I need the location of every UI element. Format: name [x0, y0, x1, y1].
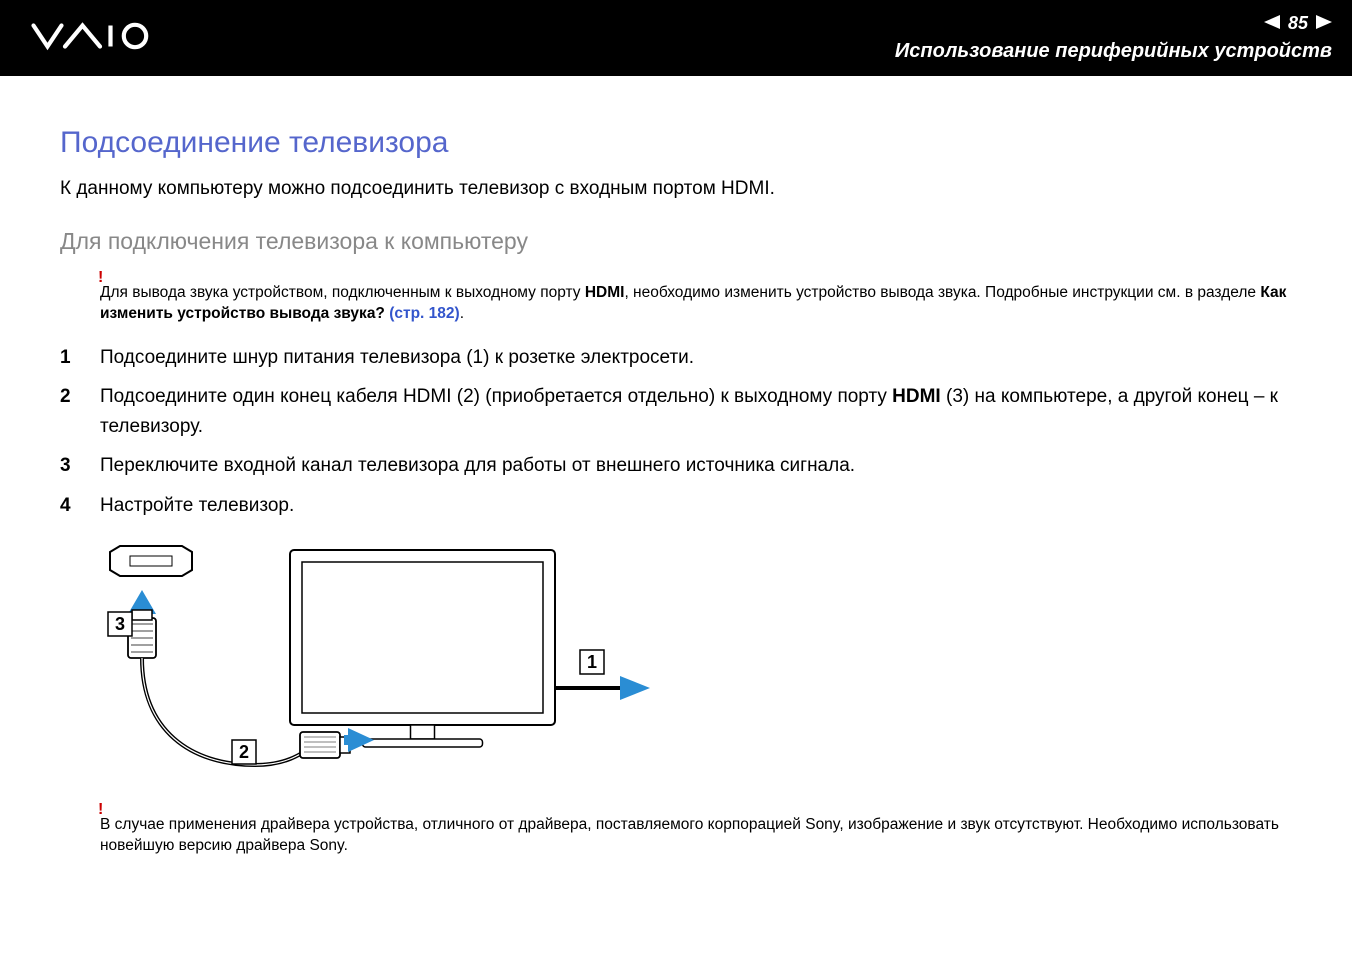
svg-text:3: 3 — [115, 614, 125, 634]
next-page-arrow[interactable] — [1316, 13, 1332, 34]
section-title: Использование периферийных устройств — [895, 40, 1332, 63]
step-1-text: Подсоедините шнур питания телевизора (1)… — [100, 347, 694, 368]
warning-icon: ! — [98, 799, 103, 821]
warn2-text: В случае применения драйвера устройства,… — [100, 816, 1279, 854]
steps-list: Подсоедините шнур питания телевизора (1)… — [60, 343, 1292, 520]
step-4: Настройте телевизор. — [60, 491, 1292, 520]
step-1: Подсоедините шнур питания телевизора (1)… — [60, 343, 1292, 372]
page-header: 85 Использование периферийных устройств — [0, 0, 1352, 76]
page-content: Подсоединение телевизора К данному компь… — [0, 76, 1352, 877]
page-number: 85 — [1288, 13, 1308, 34]
warning-2: ! В случае применения драйвера устройств… — [60, 815, 1292, 857]
warn1-link[interactable]: (стр. 182) — [385, 305, 460, 322]
step-4-text: Настройте телевизор. — [100, 495, 294, 516]
connection-diagram: 1 2 3 — [100, 540, 1292, 805]
header-right: 85 Использование периферийных устройств — [895, 13, 1332, 63]
step-2: Подсоедините один конец кабеля HDMI (2) … — [60, 382, 1292, 441]
step-2-bold: HDMI — [892, 386, 941, 407]
warn1-mid: , необходимо изменить устройство вывода … — [624, 284, 1260, 301]
warn1-end: . — [460, 305, 464, 322]
warn1-pre: Для вывода звука устройством, подключенн… — [100, 284, 585, 301]
main-heading: Подсоединение телевизора — [60, 126, 1292, 160]
step-2-pre: Подсоедините один конец кабеля HDMI (2) … — [100, 386, 892, 407]
vaio-logo — [30, 21, 170, 56]
warning-1: ! Для вывода звука устройством, подключе… — [60, 283, 1292, 325]
svg-text:2: 2 — [239, 742, 249, 762]
step-3: Переключите входной канал телевизора для… — [60, 451, 1292, 480]
step-3-text: Переключите входной канал телевизора для… — [100, 455, 855, 476]
prev-page-arrow[interactable] — [1264, 13, 1280, 34]
warning-icon: ! — [98, 267, 103, 289]
svg-text:1: 1 — [587, 652, 597, 672]
intro-text: К данному компьютеру можно подсоединить … — [60, 178, 1292, 200]
sub-heading: Для подключения телевизора к компьютеру — [60, 228, 1292, 255]
warn1-bold1: HDMI — [585, 284, 625, 301]
